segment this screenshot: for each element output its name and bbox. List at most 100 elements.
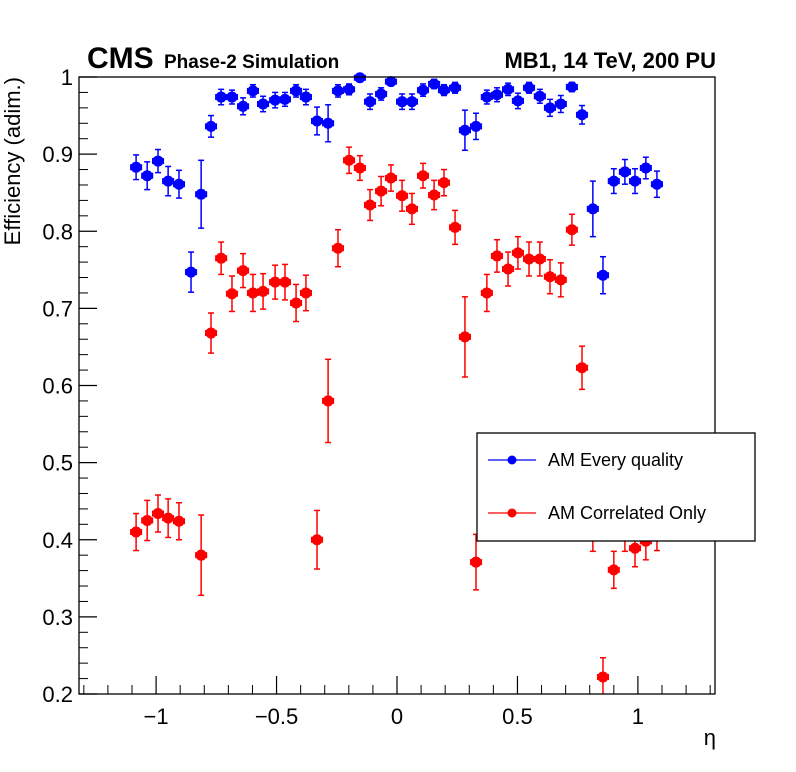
data-marker: [417, 84, 429, 96]
data-marker: [311, 534, 323, 546]
data-marker: [162, 175, 174, 187]
y-tick-label: 0.8: [42, 219, 73, 244]
data-marker: [205, 327, 217, 339]
data-marker: [417, 170, 429, 182]
data-marker: [195, 549, 207, 561]
data-point: [554, 262, 567, 298]
data-point: [363, 188, 377, 222]
data-marker: [173, 515, 185, 527]
data-marker: [534, 253, 546, 265]
data-marker: [247, 287, 259, 299]
data-point: [416, 162, 430, 189]
data-point: [331, 83, 345, 98]
y-tick-label: 0.5: [42, 451, 73, 476]
data-point: [502, 251, 515, 287]
data-point: [511, 92, 524, 110]
data-marker: [587, 203, 599, 215]
data-point: [405, 192, 418, 226]
data-point: [290, 283, 303, 323]
data-point: [204, 114, 218, 138]
data-point: [428, 78, 441, 90]
legend-label-correlated-only: AM Correlated Only: [548, 503, 706, 523]
data-marker: [491, 250, 503, 262]
data-marker: [449, 82, 461, 94]
data-point: [290, 83, 303, 98]
data-point: [141, 161, 154, 191]
data-point: [650, 170, 663, 199]
data-marker: [173, 178, 185, 190]
data-point: [215, 88, 228, 106]
data-marker: [237, 265, 249, 277]
y-tick-label: 1: [61, 65, 73, 90]
data-point: [480, 89, 493, 105]
data-marker: [459, 331, 471, 343]
experiment-label: CMS: [87, 42, 154, 75]
data-point: [257, 272, 270, 310]
data-marker: [152, 508, 164, 520]
data-marker: [322, 395, 334, 407]
run-conditions-label: MB1, 14 TeV, 200 PU: [504, 48, 716, 73]
data-marker: [322, 117, 334, 129]
data-marker: [237, 100, 249, 112]
y-tick-label: 0.3: [42, 605, 73, 630]
data-marker: [300, 91, 312, 103]
y-tick-label: 0.4: [42, 528, 73, 553]
data-marker: [130, 526, 142, 538]
data-point: [533, 241, 546, 277]
data-point: [322, 358, 335, 444]
data-marker: [247, 85, 259, 97]
data-point: [278, 91, 292, 108]
plot-frame: [78, 76, 716, 695]
data-marker: [449, 221, 461, 233]
data-point: [428, 179, 441, 211]
data-point: [353, 72, 366, 84]
data-point: [437, 168, 451, 197]
data-point: [543, 98, 557, 118]
data-point: [607, 550, 620, 590]
data-marker: [544, 102, 556, 114]
data-marker: [311, 115, 323, 127]
data-point: [162, 498, 175, 539]
subtitle-label: Phase-2 Simulation: [164, 52, 339, 73]
data-point: [575, 104, 589, 125]
data-point: [416, 83, 430, 98]
data-point: [246, 83, 259, 98]
data-point: [172, 501, 186, 541]
data-point: [575, 345, 589, 391]
data-point: [565, 81, 578, 93]
data-point: [141, 499, 154, 542]
data-point: [522, 241, 536, 277]
data-point: [269, 91, 282, 109]
data-marker: [428, 189, 440, 201]
y-tick-label: 0.2: [42, 682, 73, 707]
data-marker: [555, 98, 567, 110]
data-point: [237, 97, 250, 116]
data-marker: [608, 564, 620, 576]
data-marker: [619, 166, 631, 178]
data-point: [375, 175, 388, 207]
data-point: [172, 169, 186, 199]
data-point: [596, 657, 610, 694]
data-marker: [629, 175, 641, 187]
data-marker: [544, 271, 556, 283]
data-point: [130, 154, 143, 181]
data-point: [480, 273, 493, 313]
data-marker: [512, 95, 524, 107]
x-tick-label: −1: [144, 704, 169, 729]
data-marker: [375, 88, 387, 100]
data-point: [375, 87, 388, 101]
data-marker: [597, 269, 609, 281]
data-marker: [428, 78, 440, 90]
data-point: [522, 81, 536, 94]
data-point: [278, 263, 292, 301]
data-point: [618, 158, 631, 185]
data-point: [449, 209, 462, 246]
data-marker: [364, 199, 376, 211]
data-marker: [481, 91, 493, 103]
x-tick-label: 0.5: [502, 704, 533, 729]
data-marker: [491, 89, 503, 101]
y-tick-label: 0.7: [42, 296, 73, 321]
data-marker: [470, 120, 482, 132]
data-point: [322, 104, 335, 143]
